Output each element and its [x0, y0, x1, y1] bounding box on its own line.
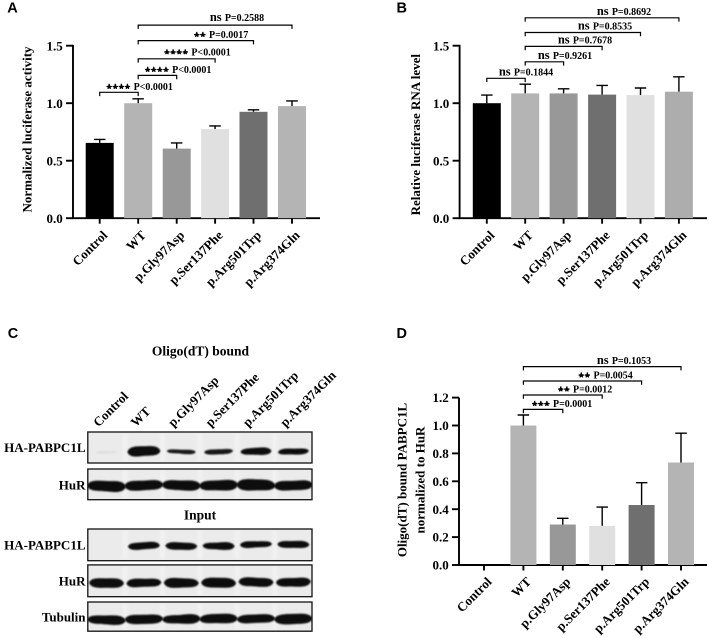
- svg-text:P<0.0001: P<0.0001: [134, 82, 173, 93]
- svg-text:1.0: 1.0: [46, 96, 62, 111]
- svg-text:0.0: 0.0: [46, 211, 62, 226]
- svg-text:C: C: [8, 326, 19, 342]
- svg-text:Normalized luciferase activity: Normalized luciferase activity: [20, 46, 35, 213]
- svg-text:1.0: 1.0: [433, 96, 449, 111]
- svg-text:1.5: 1.5: [433, 38, 450, 53]
- svg-text:ns P=0.1053: ns P=0.1053: [597, 353, 651, 367]
- svg-text:Tubulin: Tubulin: [42, 609, 86, 624]
- svg-text:Input: Input: [184, 508, 217, 523]
- svg-text:ns P=0.7678: ns P=0.7678: [558, 32, 612, 46]
- svg-text:Oligo(dT) bound: Oligo(dT) bound: [152, 344, 250, 359]
- svg-text:ns P=0.9261: ns P=0.9261: [538, 48, 592, 62]
- svg-text:A: A: [7, 1, 18, 17]
- svg-text:0.5: 0.5: [433, 153, 450, 168]
- svg-text:P<0.0001: P<0.0001: [191, 47, 230, 58]
- svg-text:0.0: 0.0: [433, 211, 449, 226]
- svg-text:0.0: 0.0: [432, 558, 448, 573]
- svg-text:normalized to HuR: normalized to HuR: [413, 426, 428, 533]
- svg-text:P<0.0001: P<0.0001: [172, 65, 211, 76]
- svg-text:0.2: 0.2: [432, 530, 448, 545]
- svg-text:1.2: 1.2: [432, 390, 448, 405]
- svg-text:0.4: 0.4: [432, 502, 449, 517]
- svg-text:HuR: HuR: [59, 574, 86, 589]
- svg-text:0.6: 0.6: [432, 474, 449, 489]
- svg-text:HuR: HuR: [59, 477, 86, 492]
- svg-text:0.8: 0.8: [432, 446, 449, 461]
- svg-text:Oligo(dT) bound PABPC1L: Oligo(dT) bound PABPC1L: [395, 403, 410, 558]
- svg-text:D: D: [397, 326, 407, 342]
- svg-text:1.0: 1.0: [432, 418, 448, 433]
- svg-text:Relative luciferase RNA level: Relative luciferase RNA level: [408, 54, 423, 216]
- svg-text:HA-PABPC1L: HA-PABPC1L: [4, 538, 86, 553]
- svg-text:HA-PABPC1L: HA-PABPC1L: [4, 440, 86, 455]
- svg-text:P=0.0001: P=0.0001: [553, 399, 592, 410]
- svg-text:ns P=0.8692: ns P=0.8692: [597, 4, 651, 18]
- svg-text:ns P=0.8535: ns P=0.8535: [578, 19, 632, 33]
- svg-text:ns P=0.1844: ns P=0.1844: [499, 64, 553, 78]
- svg-text:B: B: [397, 1, 407, 17]
- svg-text:P=0.0017: P=0.0017: [209, 30, 248, 41]
- svg-text:ns P=0.2588: ns P=0.2588: [210, 10, 264, 24]
- svg-text:0.5: 0.5: [46, 153, 63, 168]
- svg-text:P=0.0012: P=0.0012: [573, 385, 612, 396]
- svg-text:P=0.0054: P=0.0054: [594, 371, 633, 382]
- svg-text:1.5: 1.5: [46, 38, 63, 53]
